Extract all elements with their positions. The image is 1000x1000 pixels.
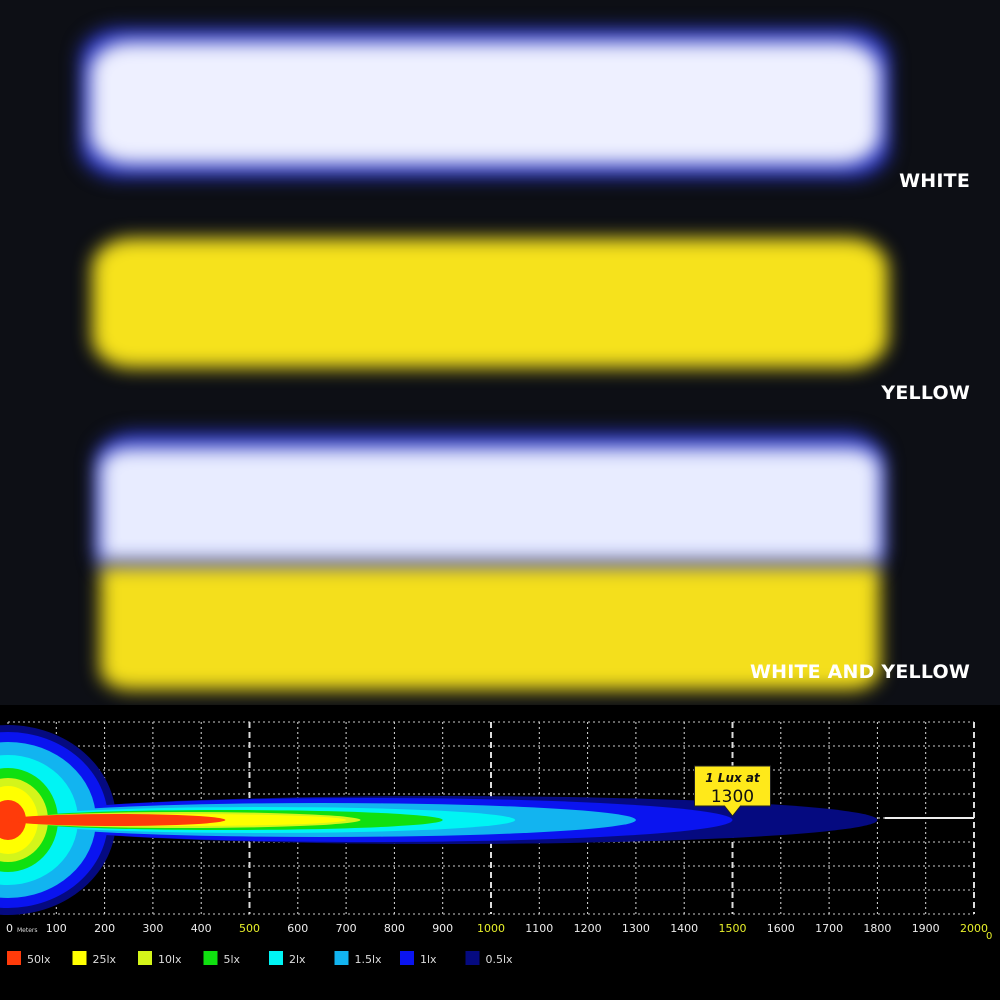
x-tick-label: 1900 [912,922,940,935]
legend-label-1.5lx: 1.5lx [355,953,383,966]
x-tick-label: 1800 [863,922,891,935]
x-tick-label: 500 [239,922,260,935]
legend-swatch-0.5lx [465,951,480,965]
yellow-beam [92,238,888,368]
x-tick-label: 100 [46,922,67,935]
x-tick-label: 0 [6,922,13,935]
legend-label-5lx: 5lx [224,953,241,966]
x-tick-label: 1200 [574,922,602,935]
x-unit-label: Meters [17,927,38,934]
x-tick-label: 1600 [767,922,795,935]
x-tick-label: 200 [94,922,115,935]
x-tick-label: 1500 [719,922,747,935]
beam-far-50lx [8,814,226,826]
annotation-line2: 1300 [711,787,754,807]
x-tick-label: 2000 [960,922,988,935]
legend-label-10lx: 10lx [158,953,182,966]
legend-label-1lx: 1lx [420,953,437,966]
annotation-line1: 1 Lux at [705,771,761,785]
beam-chart-svg: 1 Lux at 1300 0 100 200 300 400 500 600 700 800 900… [0,721,992,966]
x-tick-label: 1000 [477,922,505,935]
x-tick-label: 1100 [525,922,553,935]
label-yellow: YELLOW [881,382,970,404]
x-tick-label: 900 [432,922,453,935]
combined-yellow-beam [100,566,880,690]
legend-swatch-1.5lx [334,951,349,965]
x-tick-label: 1300 [622,922,650,935]
x-tick-label: 300 [142,922,163,935]
beam-photo: WHITE YELLOW WHITE AND YELLOW [80,28,970,690]
legend-swatch-1lx [400,951,414,965]
annotation-callout [694,765,771,817]
trailing-label: 0 [986,931,992,942]
x-tick-label: 800 [384,922,405,935]
x-tick-label: 1700 [815,922,843,935]
legend-swatch-10lx [138,951,152,965]
label-white-and-yellow: WHITE AND YELLOW [749,661,970,683]
combined-white-beam [100,448,880,560]
x-tick-label: 1400 [670,922,698,935]
x-tick-label: 700 [336,922,357,935]
beam-pattern-chart: 1 Lux at 1300 0 100 200 300 400 500 600 700 800 900… [0,705,1000,1000]
x-tick-label: 600 [287,922,308,935]
white-beam [90,42,880,164]
label-white: WHITE [899,170,970,192]
x-tick-label: 400 [191,922,212,935]
legend-label-2lx: 2lx [289,953,306,966]
legend-swatch-2lx [269,951,283,965]
legend-label-50lx: 50lx [27,953,51,966]
legend-swatch-5lx [203,951,218,965]
legend-swatch-50lx [7,951,21,965]
legend-swatch-25lx [72,951,87,965]
legend-label-25lx: 25lx [93,953,117,966]
legend-label-0.5lx: 0.5lx [486,953,514,966]
